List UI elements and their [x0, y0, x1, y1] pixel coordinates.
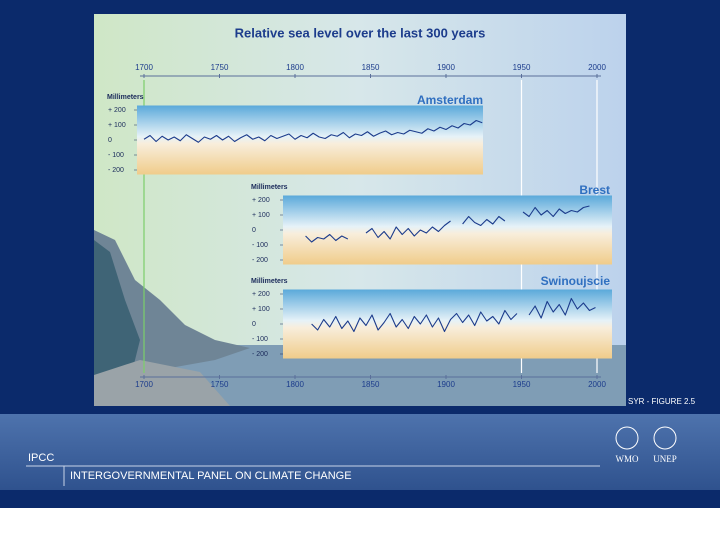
- y-tick-label: + 200: [252, 291, 270, 298]
- figure-credit: SYR - FIGURE 2.5: [628, 397, 696, 406]
- value-band: [283, 289, 612, 359]
- figure-title: Relative sea level over the last 300 yea…: [235, 25, 486, 40]
- y-tick-label: - 100: [108, 152, 124, 159]
- y-tick-label: + 200: [108, 107, 126, 114]
- y-tick-label: - 200: [252, 351, 268, 358]
- sea-level-line: [311, 297, 596, 333]
- y-tick-label: 0: [108, 137, 112, 144]
- y-tick-label: - 200: [108, 167, 124, 174]
- panel-title: Amsterdam: [417, 93, 483, 107]
- y-tick-label: 0: [252, 321, 256, 328]
- y-tick-label: 0: [252, 227, 256, 234]
- x-tick-label: 1850: [362, 63, 380, 72]
- x-tick-label: 1900: [437, 380, 455, 389]
- value-band: [283, 195, 612, 265]
- logo-label: UNEP: [653, 454, 677, 464]
- y-tick-label: + 100: [108, 122, 126, 129]
- y-tick-label: - 100: [252, 336, 268, 343]
- y-tick-label: + 200: [252, 197, 270, 204]
- sea-level-line: [143, 119, 483, 143]
- x-tick-label: 1750: [211, 380, 229, 389]
- org-name: INTERGOVERNMENTAL PANEL ON CLIMATE CHANG…: [70, 470, 352, 482]
- value-band: [137, 105, 483, 175]
- x-tick-label: 1750: [211, 63, 229, 72]
- x-tick-label: 1800: [286, 380, 304, 389]
- x-tick-label: 1800: [286, 63, 304, 72]
- x-tick-label: 2000: [588, 380, 606, 389]
- panel-title: Swinoujscie: [541, 274, 611, 288]
- logo: [615, 426, 639, 450]
- logo: [653, 426, 677, 450]
- x-tick-label: 1700: [135, 380, 153, 389]
- banner: [0, 414, 720, 490]
- org: IPCC: [28, 452, 54, 464]
- panel-title: Brest: [579, 183, 610, 197]
- y-tick-label: + 100: [252, 306, 270, 313]
- x-tick-label: 1900: [437, 63, 455, 72]
- rocks: [94, 360, 230, 406]
- y-tick-label: - 200: [252, 257, 268, 264]
- x-tick-label: 1850: [362, 380, 380, 389]
- sea-level-line: [305, 205, 590, 243]
- y-axis-label: Millimeters: [251, 278, 288, 285]
- cliff-shadow: [94, 240, 140, 390]
- x-tick-label: 1950: [513, 380, 531, 389]
- x-tick-label: 2000: [588, 63, 606, 72]
- x-tick-label: 1950: [513, 63, 531, 72]
- y-axis-label: Millimeters: [107, 94, 144, 101]
- y-tick-label: + 100: [252, 212, 270, 219]
- x-tick-label: 1700: [135, 63, 153, 72]
- y-axis-label: Millimeters: [251, 184, 288, 191]
- y-tick-label: - 100: [252, 242, 268, 249]
- logo-label: WMO: [616, 454, 639, 464]
